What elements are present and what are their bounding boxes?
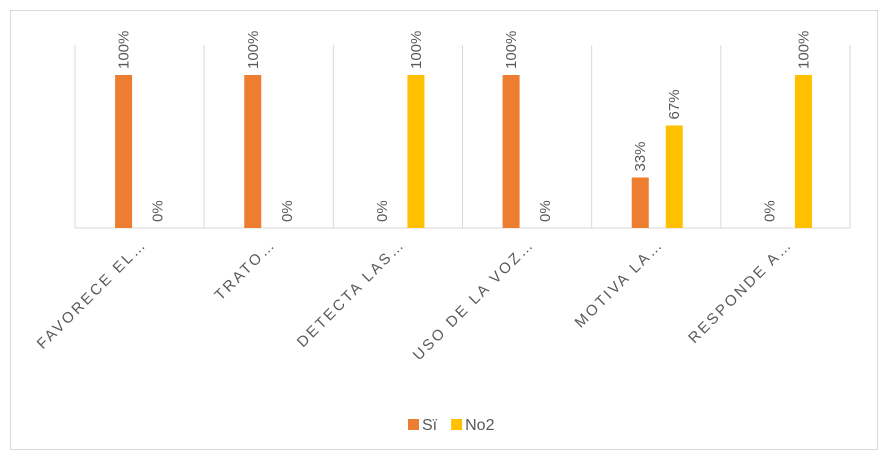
legend-label: No2 [465,417,494,434]
data-label: 0% [761,200,778,222]
legend-label: Sï [422,417,438,434]
bar [631,177,649,228]
bar [665,125,683,228]
data-label: 100% [503,31,520,69]
data-label: 100% [116,31,133,69]
data-label: 33% [632,141,649,171]
legend-swatch [408,419,419,430]
data-label: 0% [150,200,167,222]
chart-border [10,10,878,450]
bar [794,75,812,228]
data-label: 100% [408,31,425,69]
bar [115,75,133,228]
bar [244,75,262,228]
bar [502,75,520,228]
data-label: 0% [374,200,391,222]
data-label: 0% [537,200,554,222]
data-label: 100% [795,31,812,69]
bar [407,75,425,228]
data-label: 100% [245,31,262,69]
legend-swatch [451,419,463,430]
data-label: 0% [279,200,296,222]
data-label: 67% [666,89,683,119]
